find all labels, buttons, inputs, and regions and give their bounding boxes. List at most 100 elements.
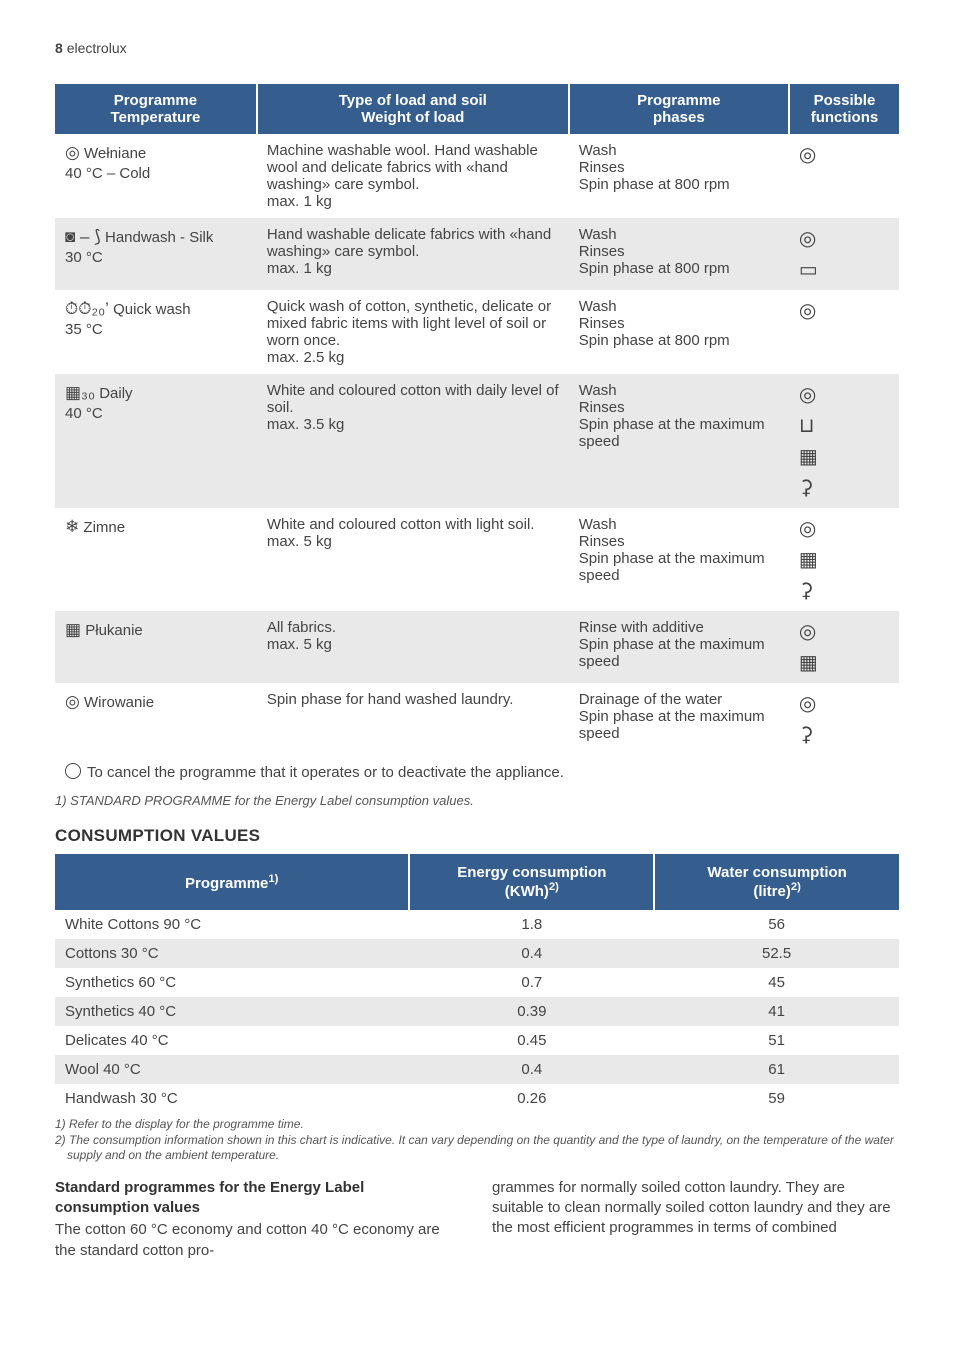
phases-cell: WashRinsesSpin phase at 800 rpm [569, 290, 789, 374]
functions-cell: ◎⊔▦⚳ [789, 374, 899, 508]
col-header-cprog: Programme1) [55, 854, 409, 910]
circle-icon [65, 763, 81, 779]
phases-cell: WashRinsesSpin phase at 800 rpm [569, 218, 789, 290]
programme-name: Wirowanie [84, 694, 154, 711]
consume-energy: 0.45 [409, 1026, 654, 1055]
consumption-table: Programme1) Energy consumption (KWh)2) W… [55, 854, 899, 1113]
table-row: ◙ – ⟆ Handwash - Silk30 °CHand washable … [55, 218, 899, 290]
function-icon: ◎ [799, 226, 889, 251]
consume-energy: 1.8 [409, 910, 654, 939]
consume-energy: 0.7 [409, 968, 654, 997]
functions-cell: ◎ [789, 134, 899, 218]
bottom-col1-text: The cotton 60 °C economy and cotton 40 °… [55, 1221, 440, 1258]
function-icon: ◎ [799, 619, 889, 644]
phases-cell: Rinse with additiveSpin phase at the max… [569, 611, 789, 683]
consume-energy: 0.26 [409, 1084, 654, 1113]
programme-cell: ▦ Płukanie [55, 611, 257, 683]
function-icon: ◎ [799, 382, 889, 407]
table-row: ▦₃₀ Daily40 °CWhite and coloured cotton … [55, 374, 899, 508]
page-brand: electrolux [67, 40, 127, 56]
function-icon: ⚳ [799, 578, 889, 603]
programme-cell: ◎ Wełniane 40 °C – Cold [55, 134, 257, 218]
programme-cell: ⏱⏱₂₀’ Quick wash 35 °C [55, 290, 257, 374]
programme-temp: 35 °C [65, 321, 103, 338]
col-header-programme: Programme Temperature [55, 84, 257, 134]
programme-icon: ⏱⏱₂₀’ [65, 299, 109, 318]
consume-programme: Synthetics 40 °C [55, 997, 409, 1026]
type-cell: Machine washable wool. Hand washable woo… [257, 134, 569, 218]
programme-name: Daily [99, 385, 132, 402]
consume-water: 51 [654, 1026, 899, 1055]
function-icon: ▦ [799, 650, 889, 675]
function-icon: ▦ [799, 547, 889, 572]
consume-water: 59 [654, 1084, 899, 1113]
table-row: Synthetics 60 °C0.745 [55, 968, 899, 997]
bottom-two-col: Standard programmes for the Energy Label… [55, 1178, 899, 1261]
type-cell: White and coloured cotton with light soi… [257, 508, 569, 611]
phases-cell: WashRinsesSpin phase at the maximum spee… [569, 374, 789, 508]
programme-icon: ▦₃₀ [65, 383, 95, 402]
consume-water: 45 [654, 968, 899, 997]
consumption-heading: CONSUMPTION VALUES [55, 826, 899, 846]
consume-programme: Synthetics 60 °C [55, 968, 409, 997]
bottom-col2-text: grammes for normally soiled cotton laund… [492, 1179, 891, 1237]
footnote-2: 2) The consumption information shown in … [55, 1133, 899, 1164]
footnote-standard: 1) STANDARD PROGRAMME for the Energy Lab… [55, 793, 899, 808]
table-row: Delicates 40 °C0.4551 [55, 1026, 899, 1055]
consumption-footnotes: 1) Refer to the display for the programm… [55, 1117, 899, 1164]
programme-temp: 30 °C [65, 249, 103, 266]
col-header-water: Water consumption (litre)2) [654, 854, 899, 910]
col-header-phases: Programme phases [569, 84, 789, 134]
programme-cell: ▦₃₀ Daily 40 °C [55, 374, 257, 508]
programme-temp: 40 °C – Cold [65, 165, 150, 182]
programme-temp: 40 °C [65, 405, 103, 422]
page-number: 8 [55, 40, 63, 56]
programme-icon: ◙ – ⟆ [65, 227, 101, 246]
type-cell: Quick wash of cotton, synthetic, delicat… [257, 290, 569, 374]
function-icon: ◎ [799, 691, 889, 716]
bottom-subheading: Standard programmes for the Energy Label… [55, 1178, 462, 1219]
function-icon: ◎ [799, 142, 889, 167]
function-icon: ▦ [799, 444, 889, 469]
table-row: Wool 40 °C0.461 [55, 1055, 899, 1084]
function-icon: ⊔ [799, 413, 889, 438]
table-row: ◎ WirowanieSpin phase for hand washed la… [55, 683, 899, 755]
phases-cell: Drainage of the waterSpin phase at the m… [569, 683, 789, 755]
col-header-energy: Energy consumption (KWh)2) [409, 854, 654, 910]
consume-energy: 0.4 [409, 939, 654, 968]
table-row: ❄ ZimneWhite and coloured cotton with li… [55, 508, 899, 611]
functions-cell: ◎ [789, 290, 899, 374]
table-row: Cottons 30 °C0.452.5 [55, 939, 899, 968]
table-row: White Cottons 90 °C1.856 [55, 910, 899, 939]
consume-programme: White Cottons 90 °C [55, 910, 409, 939]
consume-programme: Delicates 40 °C [55, 1026, 409, 1055]
phases-cell: WashRinsesSpin phase at 800 rpm [569, 134, 789, 218]
type-cell: All fabrics.max. 5 kg [257, 611, 569, 683]
programme-icon: ❄ [65, 517, 79, 536]
phases-cell: WashRinsesSpin phase at the maximum spee… [569, 508, 789, 611]
programmes-table: Programme Temperature Type of load and s… [55, 84, 899, 789]
functions-cell: ◎▦⚳ [789, 508, 899, 611]
programme-icon: ◎ [65, 143, 80, 162]
consume-water: 61 [654, 1055, 899, 1084]
function-icon: ◎ [799, 298, 889, 323]
consume-programme: Handwash 30 °C [55, 1084, 409, 1113]
table-row: ▦ PłukanieAll fabrics.max. 5 kgRinse wit… [55, 611, 899, 683]
table-row: Handwash 30 °C0.2659 [55, 1084, 899, 1113]
programme-name: Quick wash [113, 301, 191, 318]
table-row: ⏱⏱₂₀’ Quick wash 35 °C Quick wash of cotto… [55, 290, 899, 374]
cancel-note: To cancel the programme that it operates… [55, 755, 899, 789]
consume-programme: Wool 40 °C [55, 1055, 409, 1084]
programme-name: Wełniane [84, 145, 146, 162]
functions-cell: ◎▦ [789, 611, 899, 683]
programme-name: Handwash - Silk [105, 229, 213, 246]
col-header-type: Type of load and soil Weight of load [257, 84, 569, 134]
type-cell: Hand washable delicate fabrics with «han… [257, 218, 569, 290]
functions-cell: ◎▭ [789, 218, 899, 290]
programme-cell: ◎ Wirowanie [55, 683, 257, 755]
table-row: ◎ Wełniane 40 °C – Cold Machine washable w… [55, 134, 899, 218]
table-row: Synthetics 40 °C0.3941 [55, 997, 899, 1026]
programme-cell: ◙ – ⟆ Handwash - Silk30 °C [55, 218, 257, 290]
page-header: 8 electrolux [55, 40, 899, 56]
consume-programme: Cottons 30 °C [55, 939, 409, 968]
